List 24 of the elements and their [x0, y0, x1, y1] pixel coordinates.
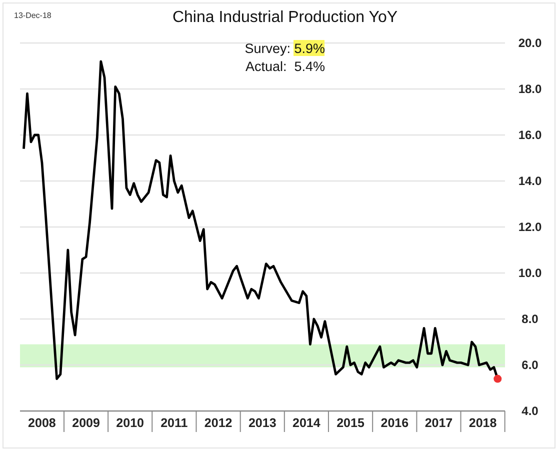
y-tick-label: 18.0: [518, 82, 542, 96]
chart-title: China Industrial Production YoY: [172, 9, 398, 26]
y-tick-label: 12.0: [518, 220, 542, 234]
x-tick-label: 2016: [380, 416, 409, 430]
x-tick-label: 2015: [336, 416, 364, 430]
y-tick-label: 8.0: [522, 312, 539, 326]
x-tick-label: 2013: [248, 416, 276, 430]
x-tick-label: 2008: [28, 416, 56, 430]
x-tick-label: 2014: [292, 416, 320, 430]
y-tick-label: 6.0: [522, 358, 539, 372]
y-tick-label: 10.0: [518, 266, 542, 280]
x-tick-label: 2010: [116, 416, 144, 430]
x-tick-label: 2017: [424, 416, 453, 430]
text: 13-Dec-18: [14, 11, 52, 20]
y-tick-label: 20.0: [518, 36, 542, 50]
x-tick-label: 2012: [204, 416, 232, 430]
y-tick-label: 14.0: [518, 174, 542, 188]
x-tick-label: 2009: [72, 416, 100, 430]
annotation: Survey: 5.9%: [244, 41, 325, 56]
y-tick-label: 4.0: [522, 404, 539, 418]
x-tick-label: 2011: [160, 416, 188, 430]
y-tick-label: 16.0: [518, 128, 542, 142]
annotation: Actual: 5.4%: [245, 59, 325, 74]
x-tick-label: 2018: [468, 416, 497, 430]
